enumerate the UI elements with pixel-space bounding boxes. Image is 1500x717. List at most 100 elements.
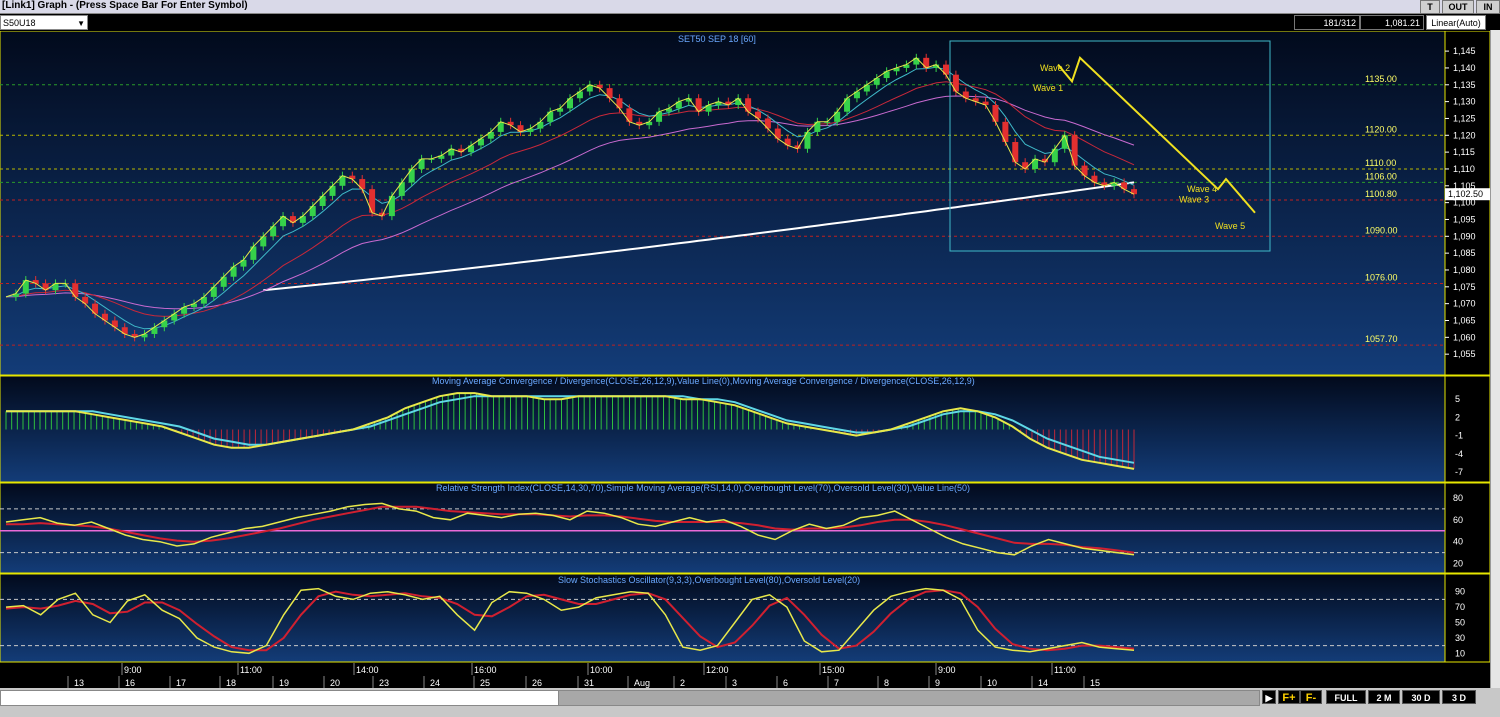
out-button[interactable]: OUT [1442, 0, 1474, 14]
candle-body [972, 98, 979, 102]
candle-body [982, 101, 989, 105]
candle-body [943, 64, 949, 75]
candle-body [834, 111, 841, 122]
symbol-select[interactable]: S50U18 ▼ [0, 15, 88, 30]
candle-body [537, 121, 544, 129]
candle-body [873, 78, 880, 85]
rsi-ytick-label: 80 [1453, 493, 1463, 503]
candle-body [586, 84, 593, 92]
candle-body [497, 121, 504, 132]
candle-body [171, 313, 178, 321]
macd-title: Moving Average Convergence / Divergence(… [432, 376, 975, 386]
date-tick-label: 3 [732, 678, 737, 688]
candle-body [745, 98, 752, 112]
panel-bg-1 [0, 375, 1446, 483]
range-30d-button[interactable]: 30 D [1402, 690, 1440, 704]
bar-count: 181/312 [1294, 15, 1360, 30]
price-ytick-label: 1,055 [1453, 349, 1476, 359]
candle-body [547, 111, 554, 122]
candle-body [141, 333, 148, 338]
candle-body [111, 320, 118, 328]
candle-body [1091, 175, 1098, 183]
candle-body [309, 206, 316, 217]
date-tick-label: 19 [279, 678, 289, 688]
scroll-right-button[interactable]: ▶ [1262, 690, 1276, 704]
stoch-title: Slow Stochastics Oscillator(9,3,3),Overb… [558, 575, 860, 585]
candle-body [824, 121, 831, 123]
stoch-k-line [5, 587, 1135, 655]
candle-body [893, 67, 900, 72]
candle-body [517, 125, 524, 132]
candle-body [764, 118, 771, 129]
date-tick-label: 9 [935, 678, 940, 688]
chevron-down-icon[interactable]: ▼ [77, 19, 85, 28]
time-tick-label: 16:00 [474, 665, 497, 675]
candle-body [1131, 189, 1137, 195]
candle-body [675, 101, 682, 109]
scale-mode-button[interactable]: Linear(Auto) [1426, 15, 1486, 30]
candle-body [250, 246, 257, 260]
candle-body [369, 189, 376, 213]
zoom-in-button[interactable]: F+ [1278, 690, 1300, 704]
t-button[interactable]: T [1420, 0, 1440, 14]
rsi-line [5, 502, 1135, 556]
time-scrollbar[interactable] [0, 690, 560, 706]
candle-body [438, 155, 445, 159]
time-tick-label: 10:00 [590, 665, 613, 675]
candle-body [695, 98, 702, 112]
scrollbar-track[interactable] [558, 690, 1260, 706]
date-tick-label: 26 [532, 678, 542, 688]
candle-body [1012, 142, 1019, 163]
candle-body [72, 283, 79, 297]
range-3d-button[interactable]: 3 D [1442, 690, 1476, 704]
date-tick-label: 24 [430, 678, 440, 688]
time-tick-label: 14:00 [356, 665, 379, 675]
candle-body [992, 104, 999, 122]
chart-area[interactable]: 1,055 1,060 1,065 1,070 1,075 1,080 1,085 1,090… [0, 31, 1490, 689]
date-tick-label: 10 [987, 678, 997, 688]
rsi-ytick-label: 20 [1453, 559, 1463, 569]
rsi-ytick-label: 40 [1453, 537, 1463, 547]
range-2m-button[interactable]: 2 M [1368, 690, 1400, 704]
candle-body [923, 57, 930, 68]
last-price-marker [1445, 188, 1490, 201]
range-full-button[interactable]: FULL [1326, 690, 1366, 704]
candle-body [853, 91, 860, 99]
rsi-ytick-label: 60 [1453, 515, 1463, 525]
candle-body [191, 303, 197, 308]
price-ytick-label: 1,125 [1453, 113, 1476, 123]
candle-body [557, 108, 564, 112]
price-level-label: 1135.00 [1365, 74, 1397, 84]
price-ytick-label: 1,065 [1453, 315, 1476, 325]
candle-body [398, 182, 405, 196]
zoom-out-button[interactable]: F- [1300, 690, 1322, 704]
sma-long-line [263, 181, 1135, 292]
in-button[interactable]: IN [1476, 0, 1500, 14]
price-ytick-label: 1,090 [1453, 231, 1476, 241]
candle-body [636, 121, 643, 126]
candle-body [22, 280, 29, 294]
candle-body [12, 293, 19, 297]
candle-body [280, 216, 287, 227]
candle-body [1121, 182, 1128, 190]
candle-body [379, 212, 385, 217]
time-axis-bg [0, 663, 1490, 689]
panel-bg-0 [0, 31, 1446, 376]
price-ytick-label: 1,070 [1453, 299, 1476, 309]
price-ytick-label: 1,105 [1453, 181, 1476, 191]
wave-label: Wave 5 [1215, 221, 1245, 231]
candle-body [289, 216, 296, 223]
candle-body [576, 91, 583, 99]
candle-body [487, 131, 494, 139]
candle-body [151, 327, 158, 334]
wave-label: Wave 2 [1040, 63, 1070, 73]
price-ytick-label: 1,110 [1453, 164, 1475, 174]
candle-body [42, 283, 49, 291]
date-tick-label: 2 [680, 678, 685, 688]
candle-body [1051, 148, 1058, 163]
price-ytick-label: 1,145 [1453, 46, 1476, 56]
price-level-label: 1110.00 [1365, 158, 1396, 168]
date-tick-label: 14 [1038, 678, 1048, 688]
candle-body [101, 313, 108, 321]
wave-label: Wave 4 [1187, 184, 1217, 194]
